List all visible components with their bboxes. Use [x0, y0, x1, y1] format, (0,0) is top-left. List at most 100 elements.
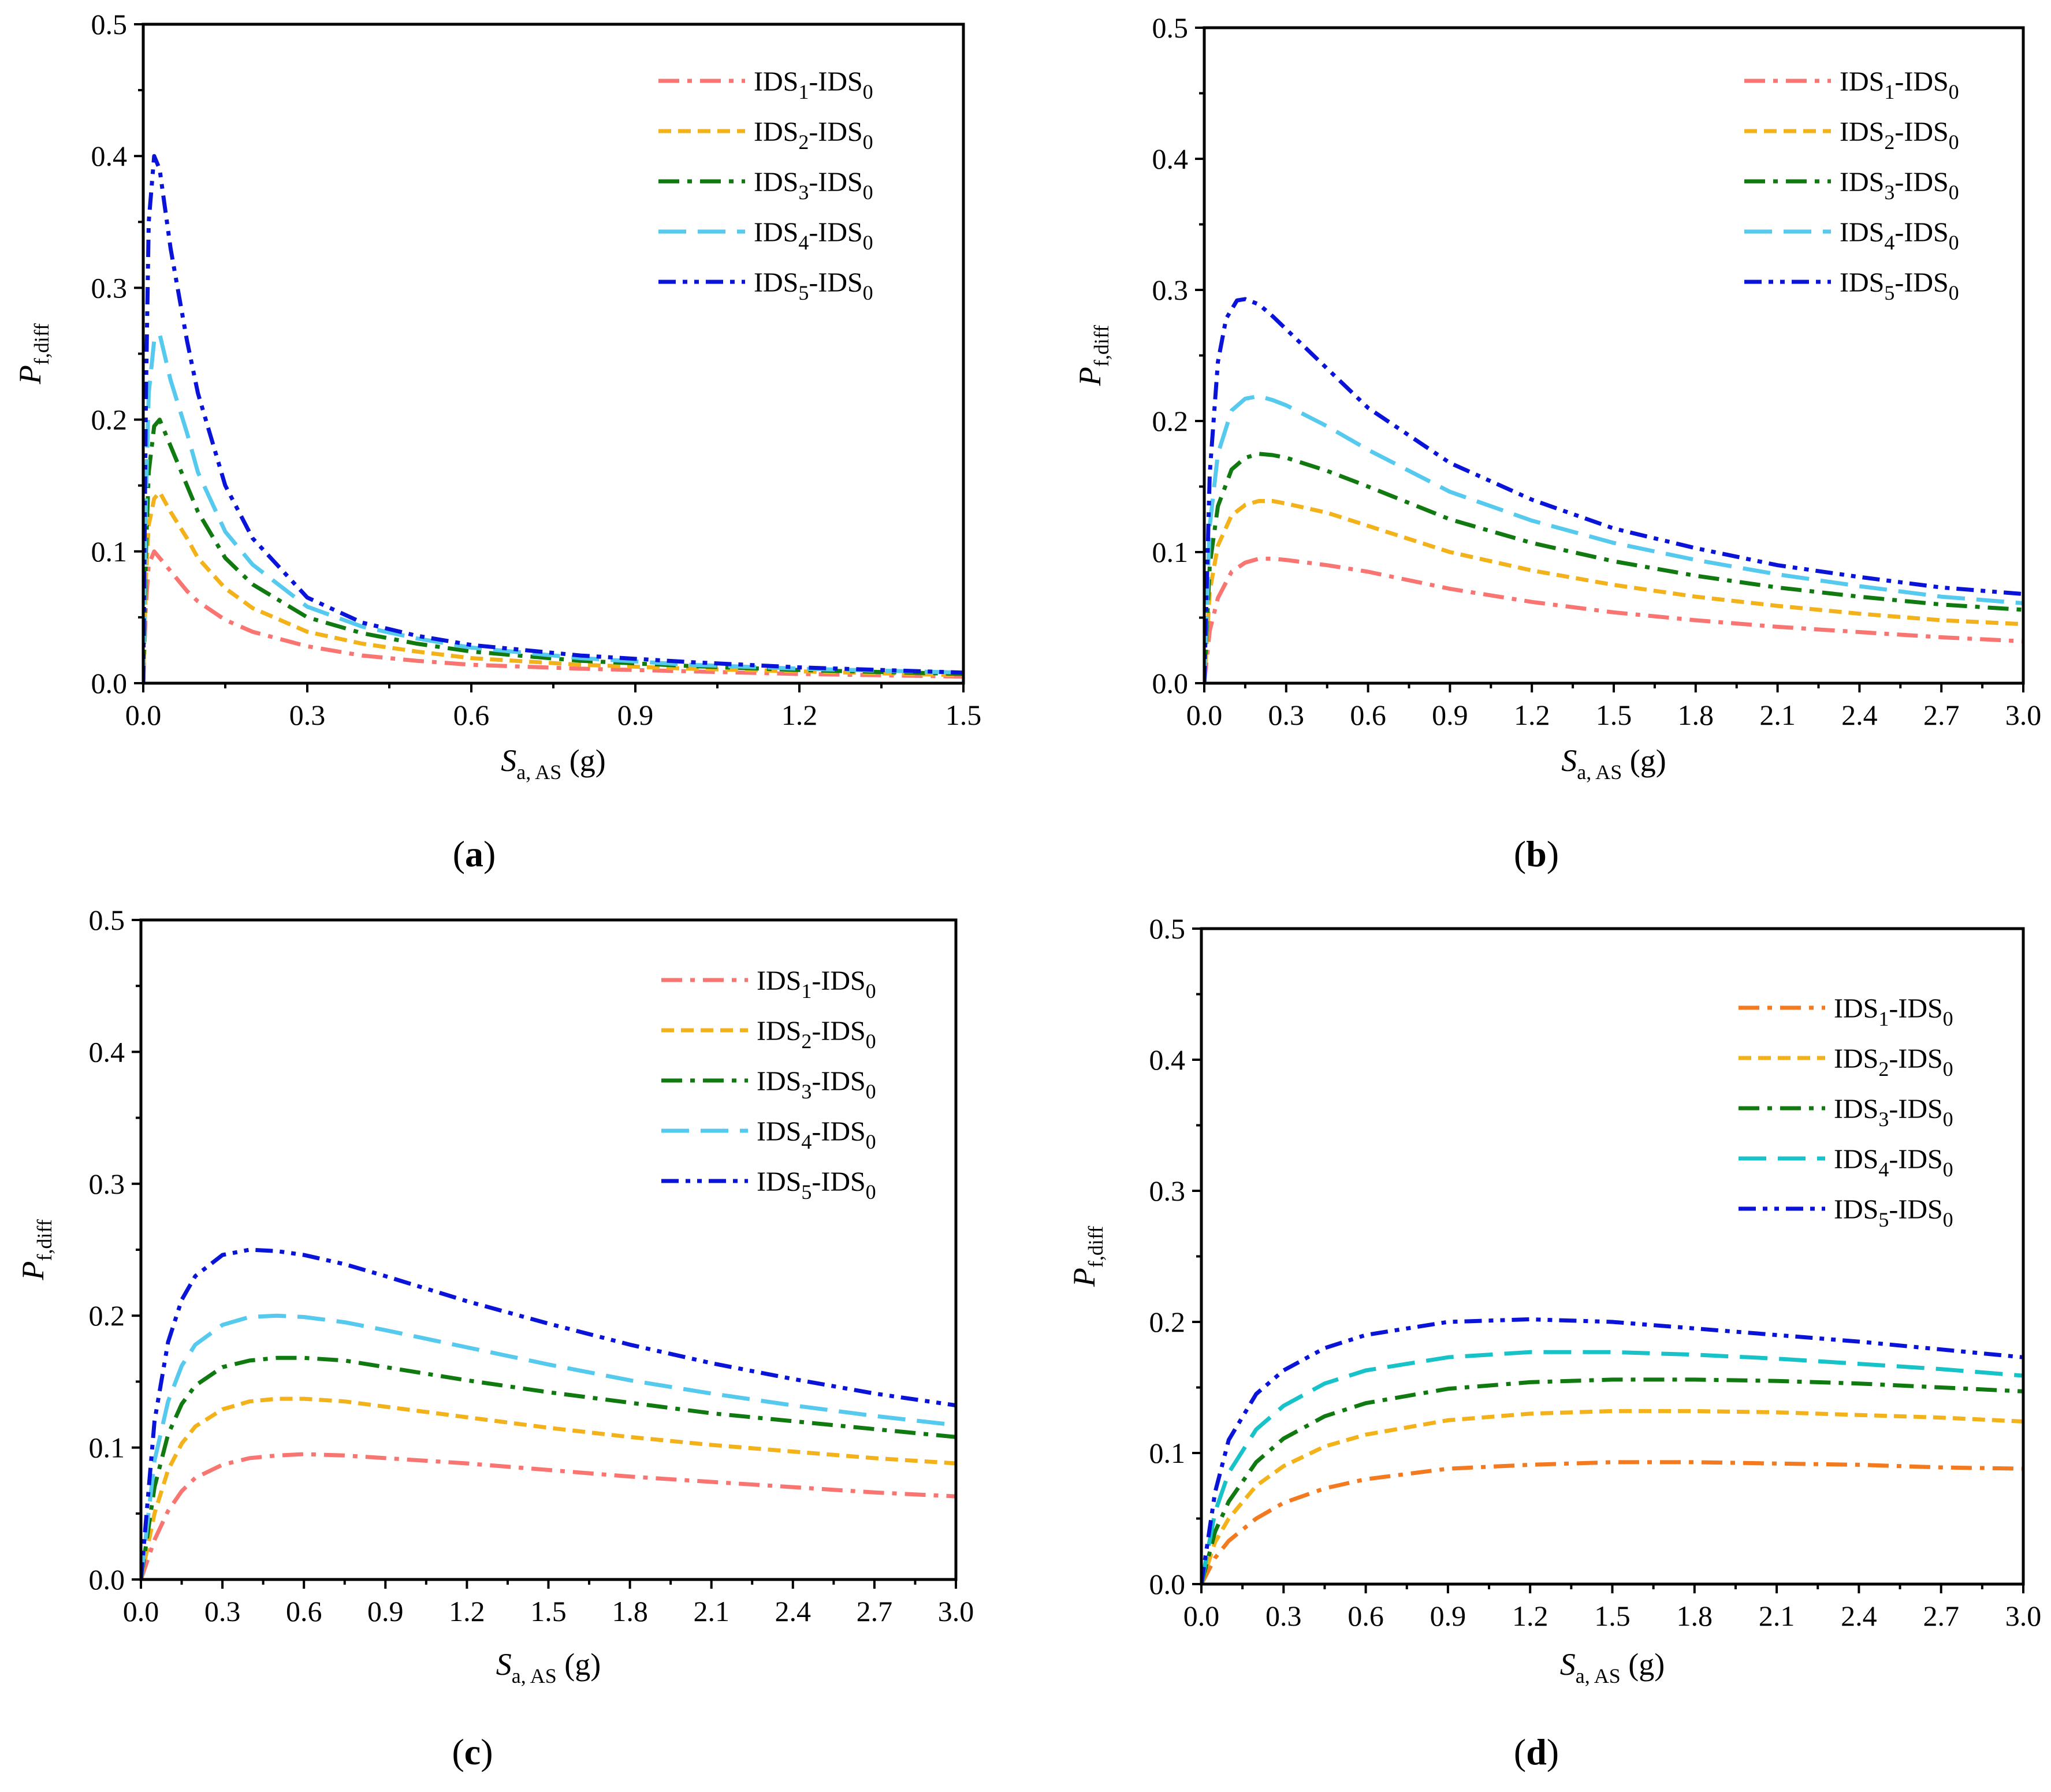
- x-tick-label: 0.3: [1265, 1600, 1302, 1632]
- legend-label-4-part: IDS: [1840, 217, 1884, 248]
- series-line-a-5: [143, 154, 963, 683]
- y-tick-label: 0.3: [1152, 274, 1189, 306]
- y-axis-label-part: f,diff: [1084, 1226, 1107, 1268]
- caption-paren: (: [452, 1731, 464, 1772]
- legend-label-4-part: 4: [1878, 1158, 1889, 1181]
- x-axis-label-part: a, AS: [1576, 1664, 1621, 1687]
- legend-label-1-part: 1: [1878, 1007, 1889, 1030]
- y-tick-label: 0.4: [89, 1035, 125, 1068]
- y-tick-label: 0.2: [89, 1299, 125, 1332]
- legend-label-3-part: 0: [1949, 181, 1959, 204]
- x-tick-label: 0.9: [367, 1595, 404, 1627]
- series-line-b-1: [1204, 556, 2023, 683]
- x-tick-label: 1.2: [449, 1595, 485, 1627]
- legend-label-5-part: -IDS: [812, 1167, 865, 1197]
- legend-label-5-part: -IDS: [1894, 267, 1948, 298]
- y-tick-label: 0.0: [89, 1563, 125, 1596]
- legend-label-3: IDS3-IDS0: [1834, 1094, 1953, 1131]
- x-axis-label-part: (g): [1621, 1647, 1665, 1682]
- series-line-d-4: [1201, 1350, 2023, 1584]
- y-axis-label-group: Pf,diff: [13, 323, 53, 385]
- x-axis-label-part: a, AS: [1577, 761, 1622, 784]
- y-tick-label: 0.1: [1152, 536, 1189, 568]
- x-tick-label: 0.6: [1350, 699, 1386, 731]
- series-line-d-2: [1201, 1409, 2023, 1584]
- legend-label-5: IDS5-IDS0: [1834, 1194, 1953, 1231]
- chart-panel-d: 0.0 0.3 0.6 0.9 1.2 1.5 1.8 2.1 2.4 2.7 3.0 0.0 0.1 0…: [1067, 912, 2041, 1772]
- legend-label-5-part: 0: [863, 281, 873, 304]
- legend-label-3: IDS3-IDS0: [757, 1066, 876, 1103]
- legend-label-4-part: -IDS: [809, 217, 862, 248]
- legend-label-3-part: IDS: [757, 1066, 801, 1097]
- legend-label-4-part: 0: [1943, 1158, 1953, 1181]
- y-tick-label: 0.0: [1149, 1568, 1186, 1600]
- series-line-a-3: [143, 418, 963, 683]
- legend-label-4: IDS4-IDS0: [1840, 217, 1959, 254]
- y-axis-label-part: P: [13, 365, 47, 385]
- x-tick-label: 2.7: [857, 1595, 893, 1627]
- legend-label-1-part: IDS: [754, 66, 798, 97]
- x-tick-label: 2.7: [1923, 699, 1960, 731]
- legend-label-3-part: 0: [866, 1080, 876, 1103]
- legend-label-3-part: 3: [801, 1080, 812, 1103]
- legend-label-4-part: IDS: [754, 217, 798, 248]
- panel-caption: (d): [1514, 1731, 1559, 1772]
- series-line-c-5: [141, 1247, 956, 1579]
- legend-label-4-part: 4: [801, 1130, 812, 1153]
- legend-label-1-part: 0: [1949, 80, 1959, 103]
- legend-label-5: IDS5-IDS0: [757, 1167, 876, 1204]
- legend-label-3: IDS3-IDS0: [754, 167, 873, 204]
- legend-label-1-part: -IDS: [809, 66, 862, 97]
- x-tick-label: 2.1: [693, 1595, 729, 1627]
- legend-label-5-part: IDS: [754, 267, 798, 298]
- legend-label-2-part: -IDS: [809, 117, 862, 147]
- y-axis-label-part: f,diff: [30, 323, 53, 365]
- x-tick-label: 1.5: [530, 1595, 567, 1627]
- legend-label-4-part: 4: [1884, 231, 1894, 254]
- x-axis-label: Sa, AS (g): [496, 1647, 601, 1687]
- x-axis-label-part: a, AS: [516, 761, 561, 784]
- caption-paren: ): [483, 833, 496, 874]
- legend-label-2-part: 0: [1943, 1057, 1953, 1081]
- legend-label-4-part: -IDS: [1889, 1144, 1942, 1175]
- y-tick-label: 0.0: [1152, 667, 1189, 699]
- legend-label-3-part: -IDS: [1894, 167, 1948, 198]
- legend-label-5-part: 5: [798, 281, 809, 304]
- x-tick-label: 1.8: [1677, 1600, 1713, 1632]
- y-tick-label: 0.4: [1149, 1044, 1186, 1076]
- legend-label-4-part: 0: [863, 231, 873, 254]
- chart-panel-b: 0.0 0.3 0.6 0.9 1.2 1.5 1.8 2.1 2.4 2.7 3.0 0.0 0.1 0…: [1073, 12, 2041, 874]
- legend-label-1-part: IDS: [757, 966, 801, 996]
- y-axis-label-part: P: [1073, 367, 1107, 386]
- x-tick-label: 1.8: [1678, 699, 1714, 731]
- y-tick-label: 0.5: [1149, 912, 1186, 945]
- legend-label-1-part: -IDS: [812, 966, 865, 996]
- y-tick-label: 0.5: [91, 8, 128, 40]
- legend-label-2-part: 2: [801, 1030, 812, 1053]
- caption-paren: (: [1514, 1731, 1526, 1772]
- x-tick-label: 2.4: [775, 1595, 812, 1627]
- x-axis-label: Sa, AS (g): [501, 743, 605, 784]
- series-line-d-5: [1201, 1317, 2023, 1584]
- y-tick-label: 0.3: [1149, 1175, 1186, 1207]
- series-line-b-4: [1204, 394, 2023, 683]
- x-tick-label: 3.0: [938, 1595, 974, 1627]
- legend-label-2: IDS2-IDS0: [757, 1016, 876, 1053]
- x-tick-label: 1.5: [1594, 1600, 1631, 1632]
- y-axis-label-group: Pf,diff: [16, 1219, 56, 1280]
- legend-label-1-part: 1: [798, 80, 809, 103]
- x-axis-label: Sa, AS (g): [1560, 1647, 1665, 1687]
- legend-label-2-part: IDS: [1840, 117, 1884, 147]
- y-tick-label: 0.3: [91, 271, 128, 304]
- series-line-d-3: [1201, 1377, 2023, 1584]
- legend-label-5-part: IDS: [1834, 1194, 1878, 1225]
- legend-label-5-part: 5: [1878, 1208, 1889, 1231]
- x-axis-label-part: S: [501, 743, 516, 778]
- y-tick-label: 0.2: [91, 404, 128, 436]
- legend-label-4-part: -IDS: [1894, 217, 1948, 248]
- legend-label-1-part: 1: [1884, 80, 1894, 103]
- series-line-c-4: [141, 1313, 956, 1579]
- x-axis-label-part: S: [1560, 1647, 1576, 1682]
- legend-label-2-part: -IDS: [1889, 1044, 1942, 1074]
